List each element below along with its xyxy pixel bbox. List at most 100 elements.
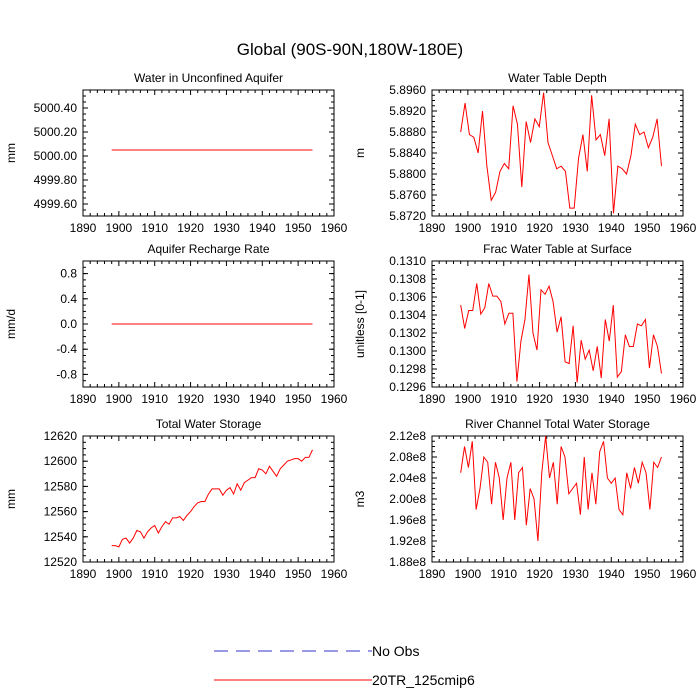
legend-no-obs-label: No Obs [372, 643, 419, 659]
x-tick-label: 1920 [526, 221, 553, 235]
x-tick-label: 1960 [321, 221, 348, 235]
x-tick-label: 1960 [670, 567, 697, 581]
y-tick-label: 5.8720 [389, 209, 426, 223]
chart-panel-6: River Channel Total Water Storage 1890 190… [353, 417, 697, 581]
x-tick-label: 1890 [70, 567, 97, 581]
y-tick-label: 4999.80 [34, 173, 78, 187]
legend: No Obs 20TR_125cmip6 [214, 643, 475, 688]
y-tick-label: 5.8840 [389, 146, 426, 160]
chart-title: Water Table Depth [508, 71, 607, 85]
y-axis-label: mm [4, 143, 18, 163]
y-tick-label: 1.88e8 [389, 555, 426, 569]
x-tick-label: 1900 [106, 392, 133, 406]
series-line [460, 435, 662, 542]
y-tick-label: 12600 [44, 454, 78, 468]
y-tick-label: 5.8880 [389, 125, 426, 139]
y-tick-label: 2.08e8 [389, 450, 426, 464]
x-tick-label: 1930 [213, 392, 240, 406]
chart-title: Total Water Storage [156, 417, 262, 431]
x-tick-label: 1940 [598, 392, 625, 406]
chart-panel-4: Frac Water Table at Surface 1890 1900 1910 1… [353, 242, 697, 406]
x-tick-label: 1930 [562, 392, 589, 406]
x-tick-label: 1940 [249, 392, 276, 406]
x-tick-label: 1920 [177, 221, 204, 235]
x-tick-label: 1900 [106, 567, 133, 581]
x-tick-label: 1890 [419, 221, 446, 235]
x-tick-label: 1930 [562, 567, 589, 581]
y-axis-label: mm [4, 489, 18, 509]
x-tick-label: 1910 [490, 567, 517, 581]
y-tick-label: 12540 [44, 530, 78, 544]
x-tick-label: 1890 [419, 567, 446, 581]
y-axis-label: mm/d [4, 309, 18, 339]
chart-title: Frac Water Table at Surface [483, 242, 632, 256]
x-tick-label: 1890 [419, 392, 446, 406]
x-tick-label: 1940 [249, 221, 276, 235]
x-tick-label: 1940 [598, 221, 625, 235]
x-tick-label: 1950 [634, 567, 661, 581]
y-tick-label: 0.1300 [389, 344, 426, 358]
plot-frame [431, 89, 684, 217]
chart-title: Aquifer Recharge Rate [147, 242, 269, 256]
y-tick-label: 0.1304 [389, 308, 426, 322]
x-tick-label: 1930 [562, 221, 589, 235]
y-tick-label: 0.1310 [389, 254, 426, 268]
x-tick-label: 1930 [213, 567, 240, 581]
x-tick-label: 1910 [490, 392, 517, 406]
x-tick-label: 1960 [321, 567, 348, 581]
y-tick-label: 5000.00 [34, 149, 78, 163]
x-tick-label: 1910 [490, 221, 517, 235]
chart-panel-2: Water Table Depth 1890 1900 1910 1920 1930 194… [353, 71, 697, 235]
x-tick-label: 1960 [670, 221, 697, 235]
x-tick-label: 1900 [455, 221, 482, 235]
y-tick-label: 0.8 [60, 267, 77, 281]
x-tick-label: 1940 [249, 567, 276, 581]
x-tick-label: 1960 [321, 392, 348, 406]
y-tick-label: 1.92e8 [389, 534, 426, 548]
x-tick-label: 1940 [598, 567, 625, 581]
x-tick-label: 1950 [634, 392, 661, 406]
y-tick-label: 12620 [44, 429, 78, 443]
x-tick-label: 1950 [285, 221, 312, 235]
x-tick-label: 1910 [141, 392, 168, 406]
y-tick-label: 1.96e8 [389, 513, 426, 527]
y-tick-label: 0.4 [60, 292, 77, 306]
chart-panel-3: Aquifer Recharge Rate 1890 1900 1910 1920 193… [4, 242, 348, 406]
y-axis-label: m [353, 148, 367, 158]
x-tick-label: 1900 [455, 567, 482, 581]
y-tick-label: 5.8800 [389, 167, 426, 181]
x-tick-label: 1920 [177, 392, 204, 406]
x-tick-label: 1900 [455, 392, 482, 406]
y-tick-label: 4999.60 [34, 197, 78, 211]
x-tick-label: 1890 [70, 221, 97, 235]
y-tick-label: 2.12e8 [389, 429, 426, 443]
x-tick-label: 1950 [634, 221, 661, 235]
y-tick-label: 2.00e8 [389, 492, 426, 506]
chart-panels: Water in Unconfined Aquifer 1890 1900 1910 1… [4, 71, 697, 581]
y-tick-label: 5.8920 [389, 104, 426, 118]
chart-title: Water in Unconfined Aquifer [134, 71, 283, 85]
y-tick-label: 12560 [44, 505, 78, 519]
series-line [460, 274, 662, 383]
series-line [460, 92, 662, 214]
y-tick-label: 0.0 [60, 317, 77, 331]
chart-panel-1: Water in Unconfined Aquifer 1890 1900 1910 1… [4, 71, 348, 235]
y-tick-label: -0.8 [56, 367, 77, 381]
series-line [111, 449, 313, 548]
y-tick-label: 5.8960 [389, 83, 426, 97]
y-tick-label: 5.8760 [389, 188, 426, 202]
y-tick-label: 5000.40 [34, 101, 78, 115]
y-axis-label: unitless [0-1] [353, 290, 367, 358]
y-tick-label: 12520 [44, 555, 78, 569]
y-tick-label: 5000.20 [34, 125, 78, 139]
x-tick-label: 1900 [106, 221, 133, 235]
x-tick-label: 1960 [670, 392, 697, 406]
plot-frame [82, 89, 335, 217]
y-tick-label: 2.04e8 [389, 471, 426, 485]
chart-panel-5: Total Water Storage 1890 1900 1910 1920 1930 1… [4, 417, 348, 581]
legend-model-label: 20TR_125cmip6 [372, 672, 475, 688]
x-tick-label: 1950 [285, 567, 312, 581]
chart-title: River Channel Total Water Storage [465, 417, 650, 431]
x-tick-label: 1920 [526, 567, 553, 581]
